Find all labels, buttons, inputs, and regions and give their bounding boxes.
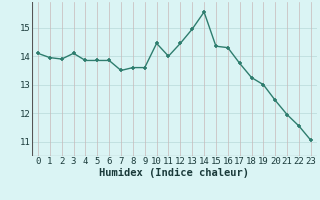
X-axis label: Humidex (Indice chaleur): Humidex (Indice chaleur) bbox=[100, 168, 249, 178]
